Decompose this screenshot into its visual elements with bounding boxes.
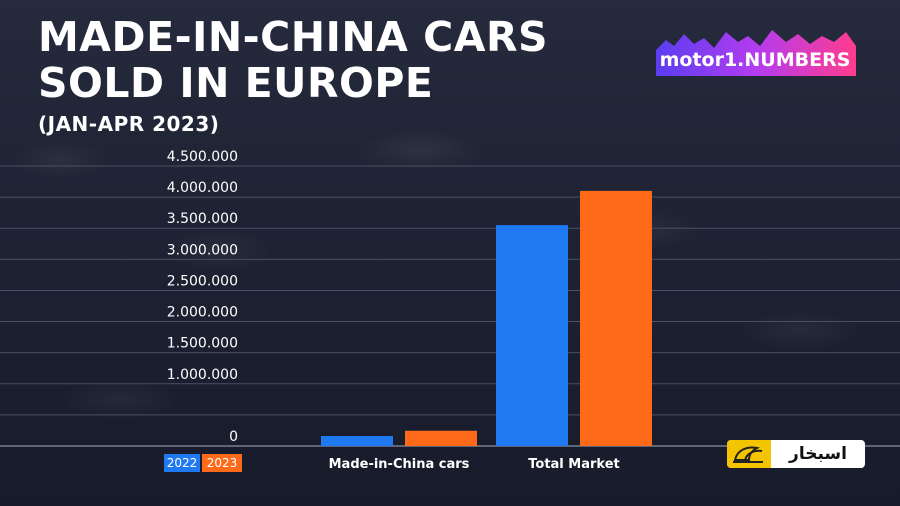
chart-subtitle: (JAN-APR 2023) [38,112,220,136]
bars [321,190,652,446]
y-tick-label: 3.000.000 [167,242,238,258]
chart-title-line-1: MADE-IN-CHINA CARS [38,13,549,61]
asbkhar-watermark: اسبخار [727,440,865,468]
bar-2022-0 [321,436,393,446]
bar-2022-1 [496,225,568,446]
gridlines [0,165,900,447]
bar-2023-1 [580,190,652,446]
bar-2023-0 [405,430,477,446]
y-tick-label: 2.000.000 [167,305,238,321]
legend-item-2022: 2022 [164,454,200,472]
y-tick-label: 1.500.000 [167,336,238,352]
legend-item-2023: 2023 [202,454,242,472]
title-block: MADE-IN-CHINA CARS SOLD IN EUROPE (JAN-A… [38,14,548,138]
logo-text: motor1.NUMBERS [659,49,851,71]
y-tick-label: 2.500.000 [167,273,238,289]
chart-title-line-2: SOLD IN EUROPE [38,59,434,107]
y-tick-label: 1.000.000 [167,367,238,383]
motor1-numbers-logo: motor1.NUMBERS [652,28,858,78]
x-tick-label: Total Market [528,457,620,472]
logo-mountain-graphic [656,30,856,76]
watermark-text: اسبخار [789,444,847,464]
y-tick-label: 3.500.000 [167,211,238,227]
x-tick-label: Made-in-China cars [329,457,470,472]
y-axis-tick-labels: 0 1.000.000 1.500.000 2.000.000 2.500.000 3.0… [167,149,238,445]
y-tick-label: 4.500.000 [167,149,238,165]
y-tick-label: 0 [229,429,238,445]
y-tick-label: 4.000.000 [167,180,238,196]
x-axis-category-labels: Made-in-China cars Total Market [329,457,620,472]
asbkhar-logo-icon [727,440,771,468]
